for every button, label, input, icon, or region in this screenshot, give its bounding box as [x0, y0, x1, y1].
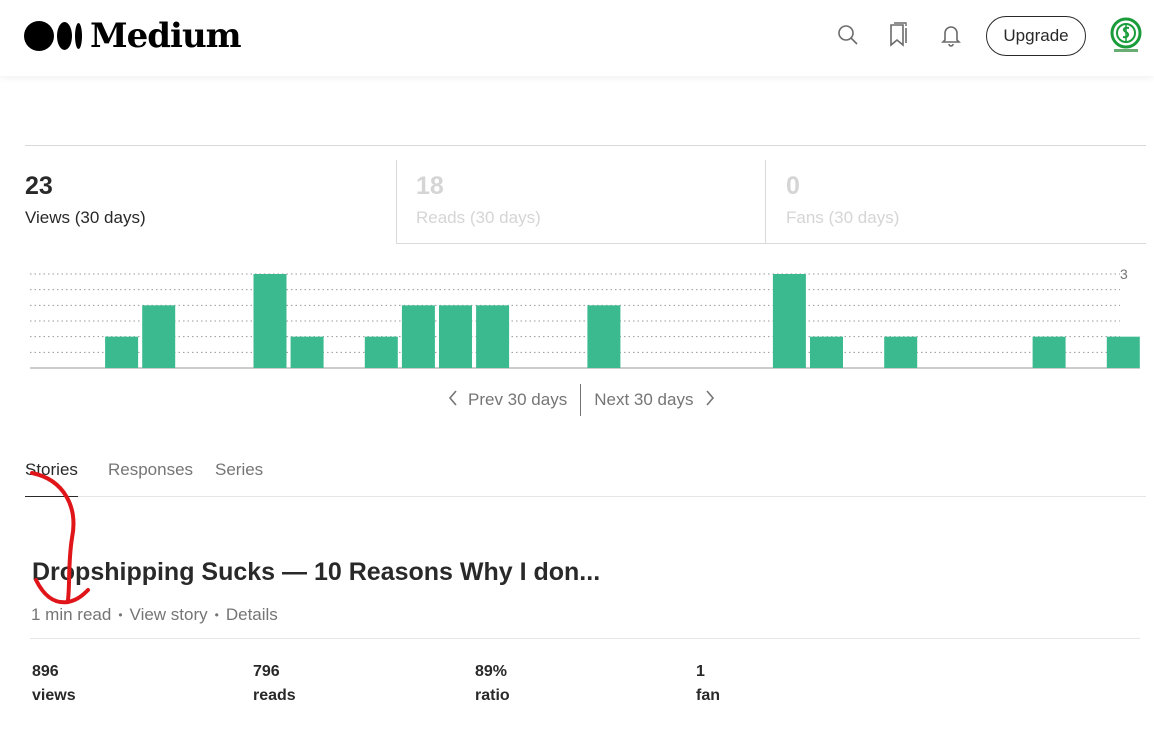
- metric-label: ratio: [475, 687, 510, 704]
- metric-value: 1: [696, 663, 705, 680]
- tab-series[interactable]: Series: [215, 460, 264, 479]
- metric-value: 796: [253, 663, 280, 680]
- chart-bar-day-15[interactable]: [587, 305, 621, 368]
- pager-divider: [580, 384, 582, 416]
- next-label: Next 30 days: [594, 390, 694, 409]
- chart-bar-day-10[interactable]: [401, 305, 435, 368]
- meta-separator: •: [118, 608, 123, 622]
- stat-label: Views (30 days): [25, 208, 146, 227]
- chart-bar-day-6[interactable]: [253, 274, 287, 368]
- chart-bar-day-29[interactable]: [1106, 336, 1140, 368]
- stat-value: 23: [25, 172, 53, 200]
- chart-bar-day-11[interactable]: [439, 305, 472, 368]
- bell-icon[interactable]: [938, 22, 964, 48]
- story-divider: [30, 638, 1140, 639]
- metric-value: 89%: [475, 663, 508, 680]
- logo-text: Medium: [90, 16, 242, 56]
- tab-stories[interactable]: Stories: [25, 460, 78, 497]
- metric-reads: 796 reads: [253, 660, 296, 708]
- metric-fans: 1 fan: [696, 660, 720, 708]
- chart-bar-day-20[interactable]: [772, 274, 806, 368]
- content-tabs: Stories Responses Series: [25, 456, 1146, 497]
- chart-bar-day-27[interactable]: [1032, 336, 1066, 368]
- story-title[interactable]: Dropshipping Sucks — 10 Reasons Why I do…: [32, 558, 601, 586]
- stat-value: 0: [786, 172, 800, 200]
- bookmarks-icon[interactable]: [887, 22, 913, 48]
- y-tick-label: 3: [1120, 266, 1128, 282]
- chevron-right-icon: [705, 389, 715, 411]
- stat-label: Fans (30 days): [786, 208, 900, 227]
- chart-bar-day-9[interactable]: [364, 336, 398, 368]
- prev-30-days-button[interactable]: Prev 30 days: [448, 389, 580, 411]
- prev-label: Prev 30 days: [468, 390, 568, 409]
- next-30-days-button[interactable]: Next 30 days: [581, 389, 715, 411]
- stat-value: 18: [416, 172, 444, 200]
- story-meta: 1 min read • View story • Details: [31, 605, 278, 625]
- metric-value: 896: [32, 663, 59, 680]
- stat-tab-fans[interactable]: 0 Fans (30 days): [765, 160, 1146, 244]
- medium-logo-mark: [24, 21, 82, 51]
- stats-top-divider: [25, 145, 1146, 146]
- chevron-left-icon: [448, 389, 458, 411]
- date-pager: Prev 30 days Next 30 days: [448, 383, 715, 417]
- view-story-link[interactable]: View story: [129, 605, 208, 624]
- read-time: 1 min read: [31, 605, 112, 624]
- details-link[interactable]: Details: [225, 605, 278, 624]
- chart-bar-day-2[interactable]: [105, 336, 139, 368]
- chart-bar-day-7[interactable]: [290, 336, 324, 368]
- metric-label: reads: [253, 687, 296, 704]
- meta-separator: •: [214, 608, 219, 622]
- metric-views: 896 views: [32, 660, 76, 708]
- metric-label: views: [32, 687, 76, 704]
- stat-label: Reads (30 days): [416, 208, 541, 227]
- chart-bar-day-23[interactable]: [884, 336, 918, 368]
- stat-tab-views[interactable]: 23 Views (30 days): [25, 160, 395, 244]
- tab-responses[interactable]: Responses: [108, 460, 194, 479]
- views-bar-chart: 3: [30, 266, 1140, 369]
- stat-tab-reads[interactable]: 18 Reads (30 days): [396, 160, 765, 244]
- chart-bar-day-3[interactable]: [142, 305, 176, 368]
- chart-bar-day-12[interactable]: [476, 305, 510, 368]
- top-header: Medium Upgrade: [0, 0, 1154, 76]
- chart-bar-day-21[interactable]: [810, 336, 843, 368]
- medium-logo[interactable]: Medium: [24, 16, 242, 56]
- search-icon[interactable]: [835, 22, 861, 48]
- metric-label: fan: [696, 687, 720, 704]
- avatar-icon[interactable]: [1108, 16, 1144, 56]
- metric-ratio: 89% ratio: [475, 660, 510, 708]
- upgrade-button[interactable]: Upgrade: [986, 16, 1086, 56]
